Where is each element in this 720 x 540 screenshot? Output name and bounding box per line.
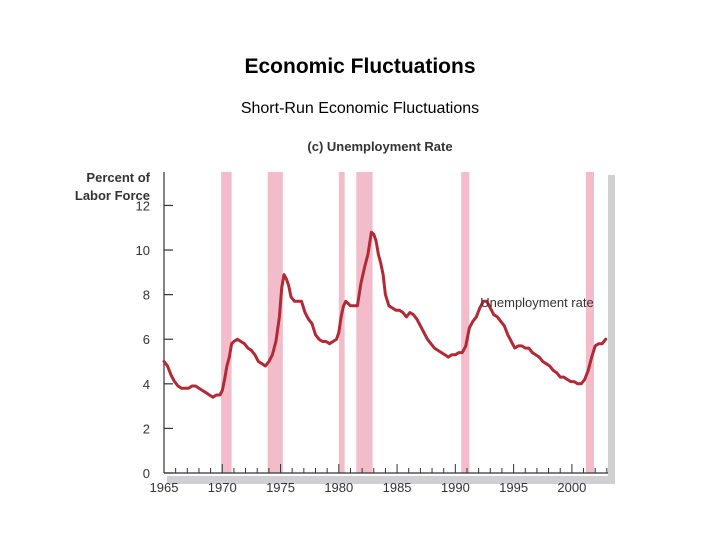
plot-area	[164, 172, 608, 473]
x-tick-label: 1970	[208, 480, 237, 495]
x-tick-label: 1995	[499, 480, 528, 495]
recession-band	[267, 172, 283, 473]
y-tick-label: 0	[143, 466, 150, 481]
recession-band	[461, 172, 470, 473]
y-tick-label: 10	[136, 243, 150, 258]
x-tick-label: 1965	[150, 480, 179, 495]
recession-bands	[221, 172, 595, 473]
x-tick-label: 1990	[441, 480, 470, 495]
slide-title: Economic Fluctuations	[244, 55, 476, 78]
plot-shadow-right	[608, 175, 615, 484]
series-label: Unemployment rate	[480, 295, 593, 310]
recession-band	[221, 172, 232, 473]
x-tick-label: 2000	[557, 480, 586, 495]
axes: 0 2 4 6 8 10 12 1965 1970 1975 1980 1985 1990 1995 200…	[136, 172, 608, 495]
y-tick-label: 4	[143, 377, 150, 392]
plot-background	[164, 172, 615, 484]
series-lines	[162, 230, 608, 399]
y-tick-label: 12	[136, 198, 150, 213]
slide-subtitle: Short-Run Economic Fluctuations	[240, 100, 480, 117]
recession-band	[585, 172, 595, 473]
x-tick-label: 1975	[266, 480, 295, 495]
x-tick-label: 1980	[324, 480, 353, 495]
plot-shadow-bottom	[167, 476, 615, 484]
y-tick-label: 2	[143, 421, 150, 436]
unemployment-rate-line	[162, 230, 608, 399]
recession-band	[356, 172, 373, 473]
x-tick-label: 1985	[383, 480, 412, 495]
y-tick-label: 8	[143, 288, 150, 303]
y-axis-label-line-2: Labor Force	[75, 188, 150, 203]
chart-title: (c) Unemployment Rate	[307, 139, 452, 154]
y-tick-label: 6	[143, 332, 150, 347]
y-axis-label-line-1: Percent of	[86, 170, 150, 185]
